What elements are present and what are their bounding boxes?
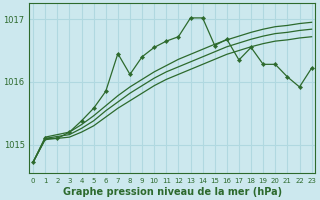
X-axis label: Graphe pression niveau de la mer (hPa): Graphe pression niveau de la mer (hPa) (63, 187, 282, 197)
